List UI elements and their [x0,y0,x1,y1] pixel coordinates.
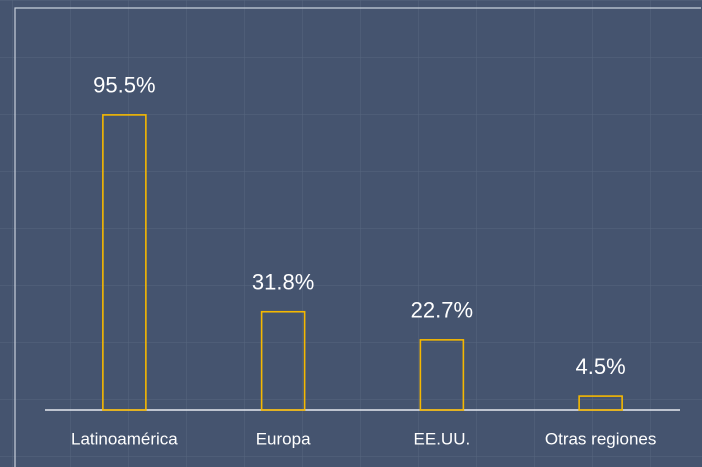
value-label: 4.5% [576,354,626,379]
value-label: 31.8% [252,270,314,295]
value-label: 95.5% [93,73,155,98]
x-tick-label: Europa [256,429,311,448]
x-tick-label: Latinoamérica [71,429,178,448]
frame [14,7,701,467]
x-tick-label: Otras regiones [545,429,657,448]
bar [419,339,465,411]
bar [260,310,306,411]
bar [102,114,147,411]
x-tick-label: EE.UU. [414,429,471,448]
bar [578,395,623,411]
value-label: 22.7% [411,298,473,323]
